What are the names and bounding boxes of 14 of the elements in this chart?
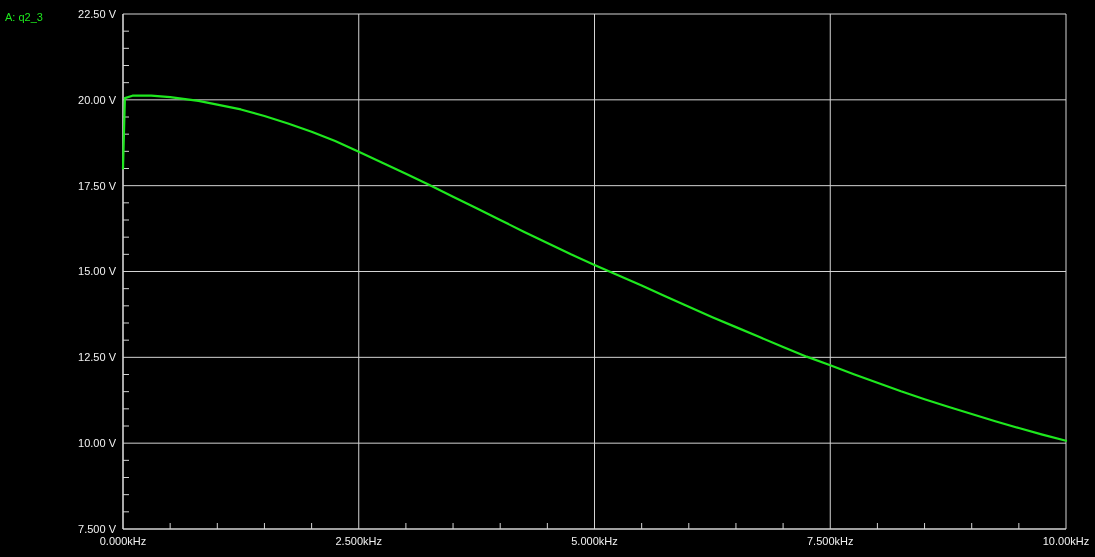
x-tick-label: 10.00kHz: [1042, 535, 1090, 547]
y-tick-label: 10.00 V: [78, 437, 117, 450]
y-tick-label: 12.50 V: [78, 351, 117, 364]
y-tick-label: 15.00 V: [78, 265, 117, 278]
x-tick-label: 2.500kHz: [335, 535, 382, 547]
y-tick-label: 7.500 V: [78, 522, 117, 535]
line-series: [121, 94, 1068, 442]
x-tick-label: 5.000kHz: [571, 535, 618, 547]
x-tick-label: 7.500kHz: [807, 535, 854, 547]
x-tick-label: 0.000kHz: [99, 535, 147, 547]
text: A: q2_3: [5, 11, 43, 23]
y-tick-label: 17.50 V: [78, 179, 117, 192]
y-tick-label: 22.50 V: [78, 7, 117, 20]
y-tick-label: 20.00 V: [78, 93, 117, 106]
